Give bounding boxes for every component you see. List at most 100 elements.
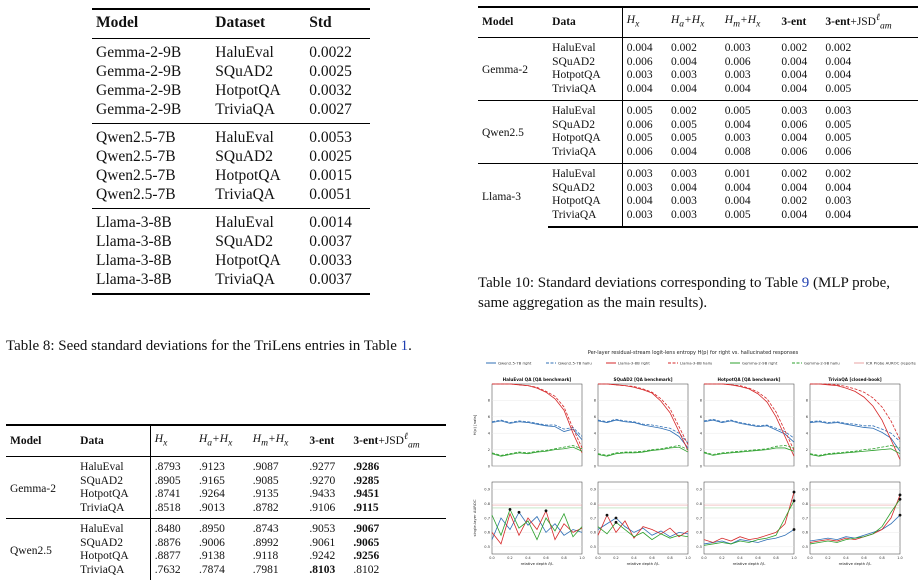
t9-cell-value: .8741 (149, 488, 195, 502)
t10-cell-data: HaluEval (552, 42, 596, 55)
y-tick-label: 0.8 (484, 502, 490, 506)
t10-cell-value: 0.004 (781, 181, 808, 194)
table-9: Model Data Hx Ha+Hx Hm+Hx 3-ent 3-ent+JS… (6, 424, 446, 581)
t9-cell-value: .9106 (309, 501, 336, 514)
y-tick-label: 8 (700, 399, 703, 403)
y-tick-label: 0.7 (696, 516, 702, 520)
figure-panels: HaluEval QA [QA benchmark] 0 2 4 6 8 0.5 0.6 0.7… (472, 377, 903, 566)
peak-marker (792, 499, 796, 503)
t9-cell-value: .9165 (198, 474, 225, 487)
t9-cell-value: .9270 (309, 474, 336, 487)
y-tick-label: 0.9 (802, 488, 808, 492)
y-tick-label: 0.5 (802, 545, 808, 549)
y-tick-label: 0.5 (696, 545, 702, 549)
x-tick-label: 0.8 (773, 556, 778, 560)
entropy-series-line (491, 420, 583, 441)
t10-cell-value: 0.006 (621, 118, 667, 133)
t8-row: Gemma-2-9B HotpotQA 0.0032 (92, 81, 370, 100)
t8-cell-std: 0.0033 (309, 252, 352, 269)
peak-marker (614, 520, 618, 524)
t9-header-hm-hx: Hm+Hx (248, 424, 306, 458)
t10-row: Qwen2.5 HaluEval 0.005 0.002 0.005 0.003 0.003 (478, 100, 918, 164)
x-tick-label: 0.8 (879, 556, 884, 560)
t9-cell-value: .9264 (198, 488, 225, 501)
t10-cell-value: 0.004 (670, 181, 697, 194)
t10-cell-value: 0.006 (781, 145, 808, 158)
t8-row: Qwen2.5-7B SQuAD2 0.0025 (92, 147, 370, 166)
x-tick-label: 0.0 (701, 556, 706, 560)
auroc-series-line (491, 508, 583, 541)
t10-header-3ent: 3-ent (777, 6, 822, 39)
t10-cell-value: 0.004 (781, 55, 808, 68)
y-tick-label: 8 (594, 399, 597, 403)
entropy-series-line (491, 419, 583, 437)
t9-cell-value: .9065 (353, 536, 380, 549)
t8-cell-model: Qwen2.5-7B (96, 167, 176, 184)
y-tick-label: 4 (700, 432, 703, 436)
t8-cell-model: Gemma-2-9B (96, 44, 182, 61)
t10-caption-ref[interactable]: 9 (801, 275, 810, 291)
x-tick-label: 0.8 (561, 556, 566, 560)
peak-marker (898, 493, 902, 497)
t10-cell-value: 0.003 (621, 181, 667, 196)
t8-cell-dataset: TriviaQA (215, 186, 275, 203)
t10-cell-value: 0.004 (724, 82, 751, 95)
y-tick-label: 6 (488, 415, 491, 419)
t10-row: TriviaQA 0.004 0.004 0.004 0.004 0.005 (478, 82, 918, 101)
x-tick-label: 0.2 (719, 556, 724, 560)
t10-cell-value: 0.008 (724, 145, 751, 158)
y-tick-label: 0.7 (802, 516, 808, 520)
t8-caption-ref[interactable]: 1 (400, 338, 409, 354)
t8-cell-std: 0.0022 (309, 44, 352, 61)
t10-cell-value: 0.005 (621, 100, 667, 119)
x-tick-label: 0.0 (489, 556, 494, 560)
y-tick-label: 0.8 (696, 502, 702, 506)
t8-cell-model: Gemma-2-9B (96, 101, 182, 118)
t10-cell-value: 0.002 (670, 42, 697, 55)
t9-cell-data: HaluEval (76, 518, 151, 537)
y-tick-label: 2 (594, 448, 596, 452)
panel-title: SQuAD2 [QA benchmark] (613, 377, 672, 382)
t10-cell-value: 0.004 (781, 82, 808, 95)
t8-cell-std: 0.0037 (309, 233, 352, 250)
t9-cell-value: .8782 (252, 501, 279, 514)
t8-cell-model: Qwen2.5-7B (96, 186, 176, 203)
t10-row: TriviaQA 0.003 0.003 0.005 0.004 0.004 (478, 208, 918, 229)
entropy-series-line (492, 383, 583, 449)
t10-caption-text: Table 10: Standard deviations correspond… (478, 275, 802, 291)
x-tick-label: 0.4 (843, 556, 848, 560)
legend-entry: Llama-3-8B right (606, 361, 650, 366)
t10-row: SQuAD2 0.006 0.004 0.006 0.004 0.004 (478, 55, 918, 70)
legend-entry: Gemma-2-9B hallu (792, 361, 840, 366)
x-tick-label: 0.0 (807, 556, 812, 560)
x-tick-label: 0.2 (507, 556, 512, 560)
t10-cell-value: 0.005 (825, 118, 852, 131)
t10-cell-data: SQuAD2 (552, 118, 595, 131)
t10-cell-data: HotpotQA (552, 195, 601, 208)
x-tick-label: 1.0 (685, 556, 690, 560)
t9-cell-value: .9115 (353, 501, 379, 514)
t10-cell-value: 0.004 (670, 145, 697, 158)
legend-entry: Qwen2.5-7B right (486, 361, 532, 366)
t10-row: SQuAD2 0.006 0.005 0.004 0.006 0.005 (478, 118, 918, 133)
t10-cell-value: 0.003 (724, 42, 751, 55)
t9-cell-model: Gemma-2 (10, 482, 56, 495)
y-tick-label: 0 (488, 464, 491, 468)
t8-cell-std: 0.0037 (305, 270, 370, 295)
y-tick-label: 0.5 (484, 545, 490, 549)
y-tick-label: 2 (700, 448, 702, 452)
t8-cell-std: 0.0025 (309, 148, 352, 165)
t10-cell-value: 0.003 (777, 100, 822, 119)
t10-cell-value: 0.004 (621, 82, 667, 101)
t9-cell-value: .9118 (252, 550, 279, 563)
t10-cell-value: 0.004 (825, 69, 852, 82)
t10-row: HotpotQA 0.004 0.003 0.004 0.002 0.003 (478, 195, 918, 209)
t9-cell-value: .9087 (252, 461, 279, 474)
t9-header-model: Model (6, 424, 77, 458)
t9-cell-value: .9085 (252, 474, 279, 487)
t9-cell-value: .9138 (198, 550, 225, 563)
entropy-series-line (597, 418, 689, 444)
y-tick-label: 0.7 (484, 516, 490, 520)
peak-marker (605, 513, 609, 517)
t9-row: HotpotQA .8741.9264 .9135 .9433 .9451 (6, 488, 446, 502)
